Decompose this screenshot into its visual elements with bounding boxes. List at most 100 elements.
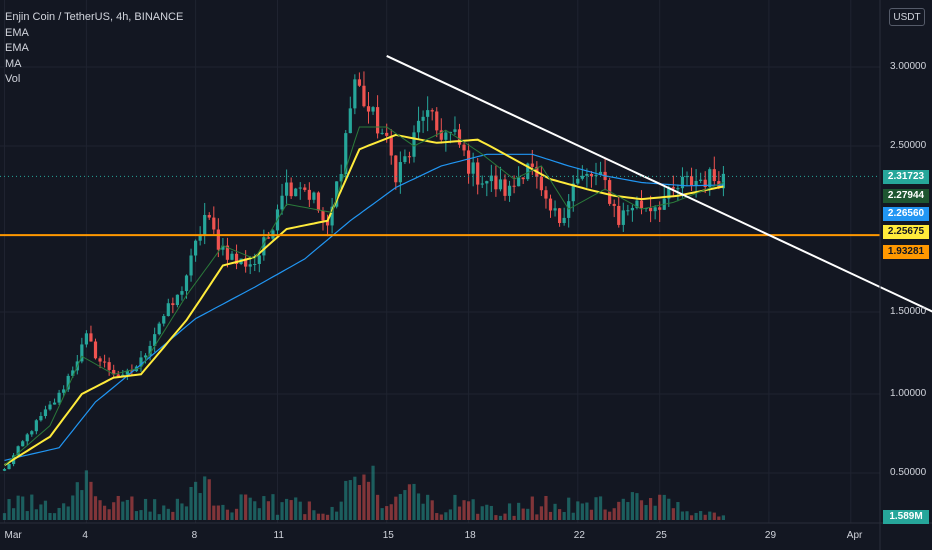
candle-body [253, 263, 257, 265]
volume-bar [380, 508, 384, 520]
candle-body [457, 129, 462, 145]
indicator-ema-2[interactable]: EMA [5, 42, 29, 54]
candle-body [34, 420, 38, 432]
volume-bar [125, 499, 129, 520]
volume-bar [294, 497, 298, 520]
indicator-vol[interactable]: Vol [5, 73, 21, 85]
candle-body [43, 409, 48, 417]
candle-body [462, 144, 466, 151]
volume-bar [66, 506, 70, 520]
candle-body [721, 173, 725, 189]
volume-bar [530, 496, 534, 520]
volume-bar [12, 508, 16, 520]
volume-bar [362, 474, 366, 520]
candle-body [166, 303, 170, 317]
candle-body [312, 192, 316, 200]
volume-bar [467, 501, 471, 520]
candle-body [184, 275, 189, 292]
candle-body [153, 334, 157, 346]
indicator-ema-1[interactable]: EMA [5, 26, 29, 39]
symbol-title[interactable]: Enjin Coin / TetherUS, 4h, BINANCE [5, 11, 184, 23]
volume-bar [717, 516, 721, 520]
candle-body [316, 192, 321, 211]
volume-bar [212, 505, 216, 520]
candle-body [658, 207, 662, 210]
volume-bar [580, 503, 584, 520]
volume-bar [39, 504, 43, 520]
volume-bar [503, 513, 507, 520]
candle-body [162, 316, 166, 324]
candle-body [421, 116, 425, 121]
candle-body [667, 187, 671, 199]
volume-bar [89, 481, 93, 520]
candle-body [489, 175, 493, 182]
trendline [386, 55, 932, 313]
volume-bar [662, 494, 666, 520]
candle-body [257, 255, 261, 264]
candle-body [298, 187, 302, 189]
volume-bar [194, 481, 198, 520]
volume-bar [667, 498, 671, 520]
candle-body [498, 179, 503, 190]
volume-bar [517, 502, 521, 520]
currency-selector[interactable]: USDT [889, 8, 925, 26]
candle-body [548, 198, 553, 211]
candle-body [439, 130, 443, 140]
time-tick-label: 25 [655, 530, 667, 541]
candle-body [671, 187, 675, 189]
volume-bar [603, 509, 607, 520]
candle-body [244, 258, 248, 267]
candle-body [266, 237, 270, 239]
volume-bar [184, 506, 189, 520]
candle-body [503, 179, 507, 196]
indicator-ma[interactable]: MA [5, 57, 22, 70]
volume-bar [21, 496, 25, 520]
volume-bar [62, 503, 66, 520]
volume-bar [608, 511, 612, 520]
volume-bar [121, 501, 125, 520]
candle-body [649, 207, 653, 212]
candle-body [476, 162, 480, 185]
candle-body [230, 253, 234, 260]
time-tick-label: 8 [191, 530, 198, 541]
price-badge: 2.25675 [883, 225, 929, 239]
candle-body [175, 294, 179, 306]
candle-body [507, 185, 512, 196]
candle-body [689, 176, 694, 186]
candle-body [598, 171, 603, 176]
volume-bar [262, 496, 266, 520]
candle-body [285, 182, 289, 196]
candle-body [198, 235, 202, 241]
volume-bar [494, 515, 498, 520]
volume-bar [630, 492, 634, 520]
volume-bar [171, 511, 175, 520]
volume-bar [612, 508, 616, 520]
volume-bar [685, 511, 689, 520]
price-badge: 2.27944 [883, 189, 929, 203]
volume-bar [548, 511, 553, 520]
volume-bar [562, 512, 566, 520]
volume-bar [271, 494, 275, 520]
candle-body [389, 135, 393, 156]
candle-body [325, 220, 330, 226]
volume-bar [653, 505, 657, 520]
volume-bar [521, 508, 525, 520]
volume-bar [25, 511, 29, 520]
volume-bar [57, 507, 61, 520]
candle-body [485, 181, 489, 184]
candle-body [530, 163, 534, 167]
chart-grid [0, 0, 880, 523]
candle-body [430, 110, 434, 112]
volume-bar [389, 504, 393, 520]
candle-body [330, 206, 334, 226]
candle-body [635, 200, 639, 208]
volume-bar [253, 501, 257, 520]
candle-body [517, 177, 521, 187]
volume-bar [2, 513, 7, 520]
volume-bar [98, 500, 102, 520]
candle-body [712, 169, 716, 182]
candle-body [685, 176, 689, 178]
candle-body [25, 434, 29, 442]
candle-body [348, 108, 352, 134]
